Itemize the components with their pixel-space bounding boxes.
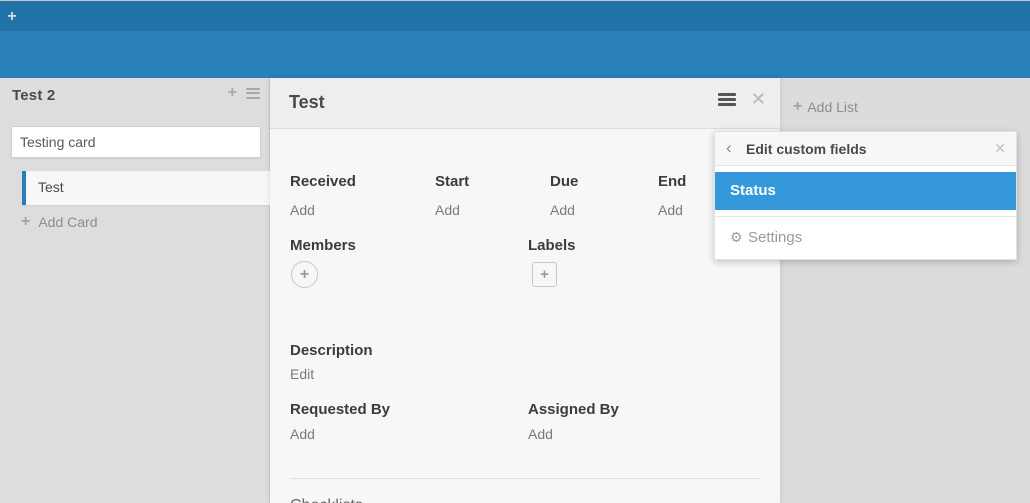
add-member-button[interactable]: + (291, 261, 318, 288)
members-label: Members (290, 237, 356, 254)
card-detail-actions: ✕ (717, 89, 766, 109)
end-label: End (658, 173, 687, 190)
due-label: Due (550, 173, 579, 190)
end-add-link[interactable]: Add (658, 202, 683, 218)
list-header: Test 2 + (0, 78, 270, 112)
card-detail-title: Test (289, 92, 325, 112)
popup-settings-label: Settings (748, 229, 803, 246)
popup-divider (715, 216, 1016, 217)
start-label: Start (435, 173, 470, 190)
list-column-test-2: Test 2 + Testing card Test + Add Card (0, 78, 270, 503)
edit-custom-fields-popup: ‹ Edit custom fields ✕ Status ⚙ Settings (714, 131, 1017, 260)
plus-icon: + (21, 213, 31, 230)
plus-icon[interactable]: + (7, 8, 17, 25)
hamburger-icon[interactable] (717, 93, 736, 106)
add-card-button[interactable]: + Add Card (21, 213, 98, 231)
add-list-button[interactable]: + Add List (793, 98, 858, 116)
card-detail-header: Test ✕ (270, 78, 780, 129)
card-detail-panel: Test ✕ Received Add Start Add Due Add En… (270, 78, 780, 503)
section-divider (290, 478, 760, 479)
card-composer-value: Testing card (20, 134, 96, 150)
close-icon[interactable]: ✕ (994, 140, 1006, 156)
assigned-by-add-link[interactable]: Add (528, 426, 553, 442)
custom-field-status-label: Status (730, 182, 776, 199)
add-list-label: Add List (807, 99, 858, 115)
requested-by-add-link[interactable]: Add (290, 426, 315, 442)
received-label: Received (290, 173, 356, 190)
card-composer-input[interactable]: Testing card (11, 126, 261, 158)
hamburger-icon[interactable] (246, 87, 260, 99)
received-add-link[interactable]: Add (290, 202, 315, 218)
assigned-by-label: Assigned By (528, 401, 619, 418)
requested-by-label: Requested By (290, 401, 391, 418)
add-label-button[interactable]: + (532, 262, 557, 287)
labels-label: Labels (528, 237, 576, 254)
plus-icon[interactable]: + (227, 84, 237, 101)
list-header-actions: + (227, 84, 260, 101)
close-icon[interactable]: ✕ (750, 89, 766, 109)
description-label: Description (290, 342, 373, 359)
card-detail-body: Received Add Start Add Due Add End Add M… (270, 129, 780, 503)
due-add-link[interactable]: Add (550, 202, 575, 218)
add-card-label: Add Card (38, 214, 98, 230)
start-add-link[interactable]: Add (435, 202, 460, 218)
gear-icon: ⚙ (730, 229, 743, 245)
description-edit-link[interactable]: Edit (290, 366, 315, 382)
checklists-label: Checklists (290, 497, 363, 503)
list-item[interactable]: Test (22, 171, 270, 205)
plus-icon: + (793, 98, 803, 115)
window-topbar: + (0, 0, 1030, 31)
chevron-left-icon[interactable]: ‹ (726, 138, 732, 157)
popup-settings-item[interactable]: ⚙ Settings (715, 217, 1016, 259)
popup-header: ‹ Edit custom fields ✕ (715, 132, 1016, 166)
custom-field-status[interactable]: Status (715, 172, 1016, 210)
popup-title: Edit custom fields (746, 141, 867, 157)
card-title: Test (38, 179, 64, 195)
list-title: Test 2 (12, 87, 56, 104)
board-header-bar (0, 31, 1030, 78)
